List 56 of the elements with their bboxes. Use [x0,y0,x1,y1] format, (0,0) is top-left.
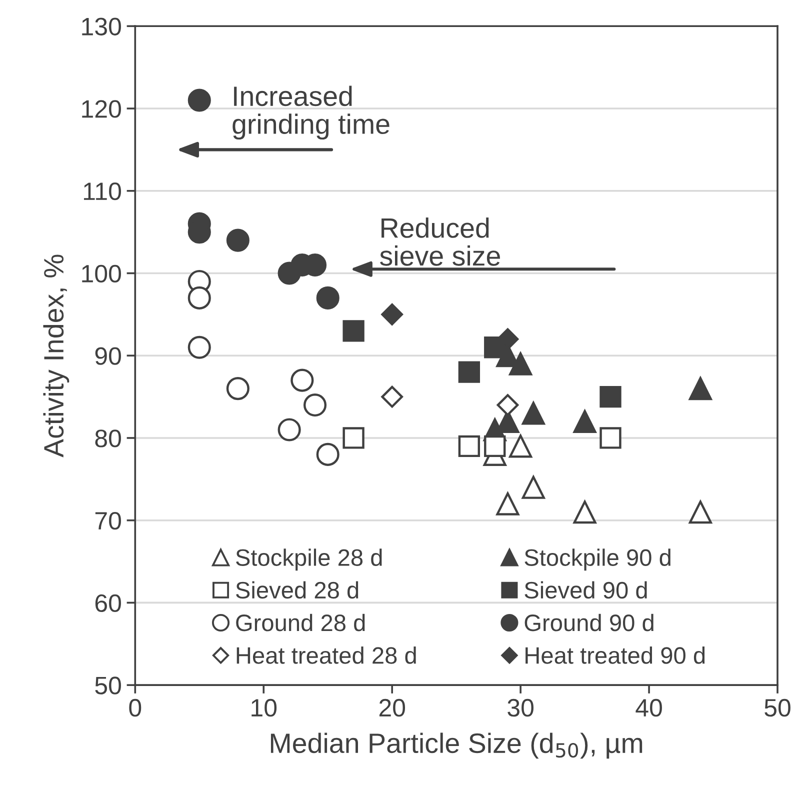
point [573,500,596,524]
annotation: Reduced sieve size [380,218,500,266]
y-axis-title: Activity Index, % [43,254,70,458]
point [188,286,211,310]
y-tick-label: 60 [95,594,121,612]
point [458,435,480,458]
legend-label: Stockpile 28 d [236,548,382,571]
point [509,352,532,376]
point [226,377,250,400]
y-tick-label: 110 [84,182,121,200]
point [188,336,211,359]
point [458,361,480,383]
point [522,402,545,425]
point [342,320,364,342]
x-tick-label: 10 [252,698,277,717]
y-tick-label: 50 [95,676,121,694]
annotation: Increased grinding time [232,86,390,140]
point [522,476,545,499]
point [188,88,211,112]
legend-label: Heat treated 90 d [526,646,705,664]
y-tick-label: 90 [95,347,121,365]
x-axis-title: Median Particle Size (d$_{50}$), µm [270,732,642,759]
point [342,427,364,449]
legend-label: Ground 28 d [236,614,365,632]
point [303,394,327,417]
point [573,410,596,434]
legend-label: Heat treated 28 d [236,646,416,664]
point [316,286,340,310]
x-tick-label: 20 [379,698,406,717]
legend-label: Sieved 90 d [524,581,647,599]
point [381,386,404,408]
point [600,386,622,408]
legend-label: Sieved 28 d [236,581,358,599]
x-tick-label: 30 [508,698,534,717]
point [226,228,250,252]
x-tick-label: 40 [636,698,662,717]
y-tick-label: 130 [82,18,121,36]
point [688,377,712,400]
point [600,427,622,449]
point [496,394,519,416]
point [484,435,506,458]
y-tick-label: 80 [95,430,121,448]
point [509,434,532,458]
x-tick-label: 0 [129,698,142,717]
point [278,418,301,442]
point [688,500,712,524]
point [381,303,404,326]
point [496,492,520,516]
y-tick-label: 120 [82,100,121,118]
point [316,442,340,466]
legend-label: Ground 90 d [524,614,654,632]
y-tick-label: 70 [95,512,121,530]
point [290,368,314,392]
x-tick-label: 50 [764,698,790,717]
y-tick-label: 100 [82,264,121,283]
legend-label: Stockpile 90 d [524,548,670,571]
